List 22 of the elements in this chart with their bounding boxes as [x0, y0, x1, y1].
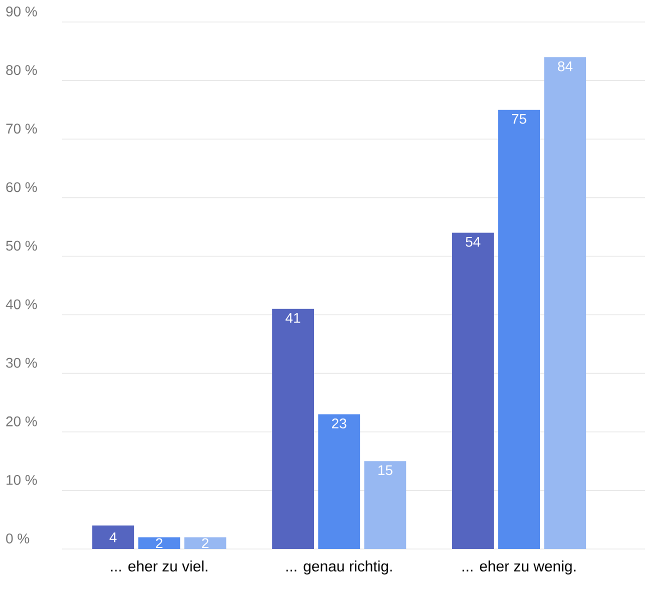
- x-tick-label: ... genau richtig.: [286, 560, 392, 574]
- y-tick-label: 10 %: [6, 474, 37, 485]
- y-tick-label: 80 %: [6, 65, 37, 76]
- data-label: 54: [466, 237, 480, 247]
- data-label: 84: [558, 61, 572, 72]
- y-tick-label: 70 %: [6, 124, 37, 134]
- data-label: 75: [512, 114, 526, 124]
- data-label: 4: [110, 532, 117, 542]
- data-label: 41: [286, 313, 300, 323]
- data-label: 2: [202, 538, 208, 548]
- y-tick-label: 0 %: [6, 534, 30, 544]
- y-tick-label: 50 %: [6, 240, 37, 251]
- data-label: 2: [156, 538, 162, 548]
- y-tick-label: 60 %: [6, 182, 37, 192]
- y-tick-label: 40 %: [6, 299, 37, 310]
- y-tick-label: 90 %: [6, 6, 37, 16]
- y-tick-label: 20 %: [6, 416, 37, 426]
- data-label: 23: [332, 418, 346, 428]
- x-tick-label: ... eher zu wenig.: [462, 560, 576, 574]
- data-label: 15: [378, 465, 392, 476]
- x-tick-label: ... eher zu viel.: [111, 560, 208, 572]
- y-tick-label: 30 %: [6, 358, 37, 368]
